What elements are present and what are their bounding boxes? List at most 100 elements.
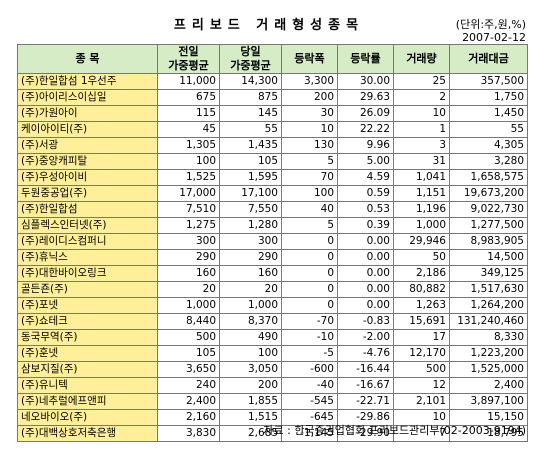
stock-name-cell: (주)서광 — [17, 137, 158, 154]
change-rate-cell: 0.59 — [337, 185, 394, 202]
prev-avg-cell: 100 — [157, 153, 220, 170]
change-cell: -545 — [281, 393, 338, 410]
change-rate-cell: -4.76 — [337, 345, 394, 362]
stock-name-cell: (주)유니텍 — [17, 377, 158, 394]
amount-cell: 1,525,000 — [449, 361, 528, 378]
table-row: (주)중앙캐피탈 100 105 5 5.00 31 3,280 — [17, 153, 528, 170]
stock-name-cell: (주)대백상호저축은행 — [17, 425, 158, 442]
change-cell: -600 — [281, 361, 338, 378]
table-row: 심플렉스인터넷(주) 1,275 1,280 5 0.39 1,000 1,277,500 — [17, 217, 528, 234]
curr-avg-cell: 3,050 — [219, 361, 282, 378]
curr-avg-cell: 17,100 — [219, 185, 282, 202]
change-rate-cell: 22.22 — [337, 121, 394, 138]
change-cell: 3,300 — [281, 73, 338, 90]
prev-avg-cell: 1,305 — [157, 137, 220, 154]
volume-cell: 25 — [393, 73, 450, 90]
table-row: (주)우성아이비 1,525 1,595 70 4.59 1,041 1,658,575 — [17, 169, 528, 186]
curr-avg-cell: 105 — [219, 153, 282, 170]
amount-cell: 1,750 — [449, 89, 528, 106]
change-rate-cell: 30.00 — [337, 73, 394, 90]
volume-cell: 1,151 — [393, 185, 450, 202]
change-rate-cell: 0.39 — [337, 217, 394, 234]
col-header-curr-line2: 가중평균 — [230, 59, 271, 72]
stock-name-cell: (주)레이디스컴퍼니 — [17, 233, 158, 250]
table-row: 동국무역(주) 500 490 -10 -2.00 17 8,330 — [17, 329, 528, 346]
col-header-prev-avg: 전일 가중평균 — [157, 44, 220, 74]
change-cell: 30 — [281, 105, 338, 122]
stock-name-cell: (주)훈넷 — [17, 345, 158, 362]
source-note: 자료 : 한국증권업협회 프리보드관리부(02-2003-9194) — [263, 424, 526, 437]
amount-cell: 1,450 — [449, 105, 528, 122]
table-row: (주)쇼테크 8,440 8,370 -70 -0.83 15,691 131,240,46… — [17, 313, 528, 330]
stock-name-cell: (주)아이리스이십일 — [17, 89, 158, 106]
amount-cell: 1,223,200 — [449, 345, 528, 362]
change-cell: 0 — [281, 281, 338, 298]
prev-avg-cell: 45 — [157, 121, 220, 138]
col-header-curr-avg: 당일 가중평균 — [219, 44, 282, 74]
prev-avg-cell: 300 — [157, 233, 220, 250]
change-cell: 10 — [281, 121, 338, 138]
curr-avg-cell: 145 — [219, 105, 282, 122]
col-header-prev-line2: 가중평균 — [168, 59, 209, 72]
volume-cell: 15,691 — [393, 313, 450, 330]
table-row: (주)레이디스컴퍼니 300 300 0 0.00 29,946 8,983,905 — [17, 233, 528, 250]
curr-avg-cell: 20 — [219, 281, 282, 298]
amount-cell: 131,240,460 — [449, 313, 528, 330]
col-header-name: 종 목 — [17, 44, 158, 74]
change-cell: 0 — [281, 233, 338, 250]
change-rate-cell: 26.09 — [337, 105, 394, 122]
prev-avg-cell: 1,000 — [157, 297, 220, 314]
change-cell: 0 — [281, 297, 338, 314]
stock-name-cell: (주)한일합섬 — [17, 201, 158, 218]
prev-avg-cell: 3,830 — [157, 425, 220, 442]
amount-cell: 55 — [449, 121, 528, 138]
stock-name-cell: (주)가원아이 — [17, 105, 158, 122]
table-row: 케이아이티(주) 45 55 10 22.22 1 55 — [17, 121, 528, 138]
stock-name-cell: (주)휴닉스 — [17, 249, 158, 266]
page-title: 프리보드 거래형성종목 — [173, 18, 365, 33]
curr-avg-cell: 8,370 — [219, 313, 282, 330]
change-cell: -40 — [281, 377, 338, 394]
table-row: (주)대한바이오링크 160 160 0 0.00 2,186 349,125 — [17, 265, 528, 282]
amount-cell: 1,517,630 — [449, 281, 528, 298]
change-cell: 5 — [281, 217, 338, 234]
stock-table: 종 목 전일 가중평균 당일 가중평균 등락폭 등락률 거래량 거래대금 (주)… — [17, 44, 528, 442]
amount-cell: 9,022,730 — [449, 201, 528, 218]
amount-cell: 1,264,200 — [449, 297, 528, 314]
prev-avg-cell: 675 — [157, 89, 220, 106]
col-header-change-rate: 등락률 — [337, 44, 394, 74]
curr-avg-cell: 875 — [219, 89, 282, 106]
amount-cell: 1,277,500 — [449, 217, 528, 234]
volume-cell: 31 — [393, 153, 450, 170]
curr-avg-cell: 490 — [219, 329, 282, 346]
curr-avg-cell: 1,280 — [219, 217, 282, 234]
table-row: (주)네추럴에프앤피 2,400 1,855 -545 -22.71 2,101 3,897… — [17, 393, 528, 410]
change-rate-cell: -16.44 — [337, 361, 394, 378]
change-rate-cell: 0.00 — [337, 297, 394, 314]
curr-avg-cell: 1,595 — [219, 169, 282, 186]
change-rate-cell: 0.53 — [337, 201, 394, 218]
curr-avg-cell: 160 — [219, 265, 282, 282]
stock-name-cell: (주)네추럴에프앤피 — [17, 393, 158, 410]
amount-cell: 14,500 — [449, 249, 528, 266]
change-rate-cell: -2.00 — [337, 329, 394, 346]
prev-avg-cell: 240 — [157, 377, 220, 394]
prev-avg-cell: 11,000 — [157, 73, 220, 90]
amount-cell: 4,305 — [449, 137, 528, 154]
change-cell: -1,145 — [281, 425, 338, 442]
table-row: 두원중공업(주) 17,000 17,100 100 0.59 1,151 19,673,2… — [17, 185, 528, 202]
amount-cell: 1,658,575 — [449, 169, 528, 186]
stock-name-cell: (주)한일합섬 1우선주 — [17, 73, 158, 90]
change-rate-cell: 0.00 — [337, 233, 394, 250]
table-row: (주)휴닉스 290 290 0 0.00 50 14,500 — [17, 249, 528, 266]
stock-name-cell: 네오바이오(주) — [17, 409, 158, 426]
prev-avg-cell: 20 — [157, 281, 220, 298]
change-cell: 0 — [281, 265, 338, 282]
curr-avg-cell: 200 — [219, 377, 282, 394]
table-row: 삼보지질(주) 3,650 3,050 -600 -16.44 500 1,525,000 — [17, 361, 528, 378]
prev-avg-cell: 2,160 — [157, 409, 220, 426]
table-header: 종 목 전일 가중평균 당일 가중평균 등락폭 등락률 거래량 거래대금 — [17, 44, 528, 74]
volume-cell: 1 — [393, 121, 450, 138]
volume-cell: 29,946 — [393, 233, 450, 250]
curr-avg-cell: 55 — [219, 121, 282, 138]
